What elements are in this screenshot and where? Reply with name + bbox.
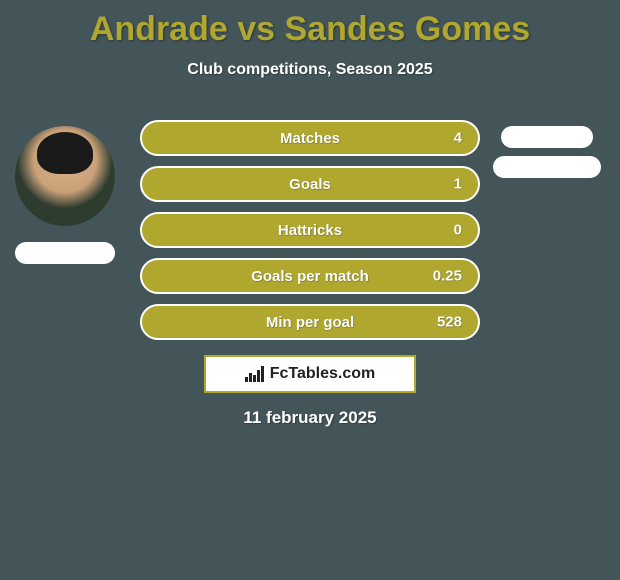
player-right-name-pill-2 <box>493 156 601 178</box>
bar-chart-icon <box>245 366 264 382</box>
player-left-panel <box>10 126 120 264</box>
stat-row-hattricks: Hattricks 0 <box>140 212 480 248</box>
player-left-name-pill <box>15 242 115 264</box>
stat-label: Goals per match <box>251 268 369 285</box>
stat-label: Hattricks <box>278 222 342 239</box>
stat-row-min-per-goal: Min per goal 528 <box>140 304 480 340</box>
stat-label: Min per goal <box>266 314 354 331</box>
stat-value: 1 <box>454 176 462 193</box>
stat-value: 0 <box>454 222 462 239</box>
branding-badge: FcTables.com <box>204 355 416 393</box>
page-subtitle: Club competitions, Season 2025 <box>0 61 620 79</box>
stat-value: 528 <box>437 314 462 331</box>
page-title: Andrade vs Sandes Gomes <box>0 0 620 49</box>
avatar-left <box>15 126 115 226</box>
branding-text: FcTables.com <box>270 365 376 383</box>
comparison-infographic: Andrade vs Sandes Gomes Club competition… <box>0 0 620 580</box>
stat-label: Goals <box>289 176 331 193</box>
player-right-panel <box>492 126 602 178</box>
player-right-name-pill-1 <box>501 126 593 148</box>
stat-row-goals: Goals 1 <box>140 166 480 202</box>
stats-list: Matches 4 Goals 1 Hattricks 0 Goals per … <box>140 120 480 350</box>
stat-row-matches: Matches 4 <box>140 120 480 156</box>
stat-row-goals-per-match: Goals per match 0.25 <box>140 258 480 294</box>
date-text: 11 february 2025 <box>0 408 620 428</box>
stat-value: 0.25 <box>433 268 462 285</box>
stat-value: 4 <box>454 130 462 147</box>
stat-label: Matches <box>280 130 340 147</box>
